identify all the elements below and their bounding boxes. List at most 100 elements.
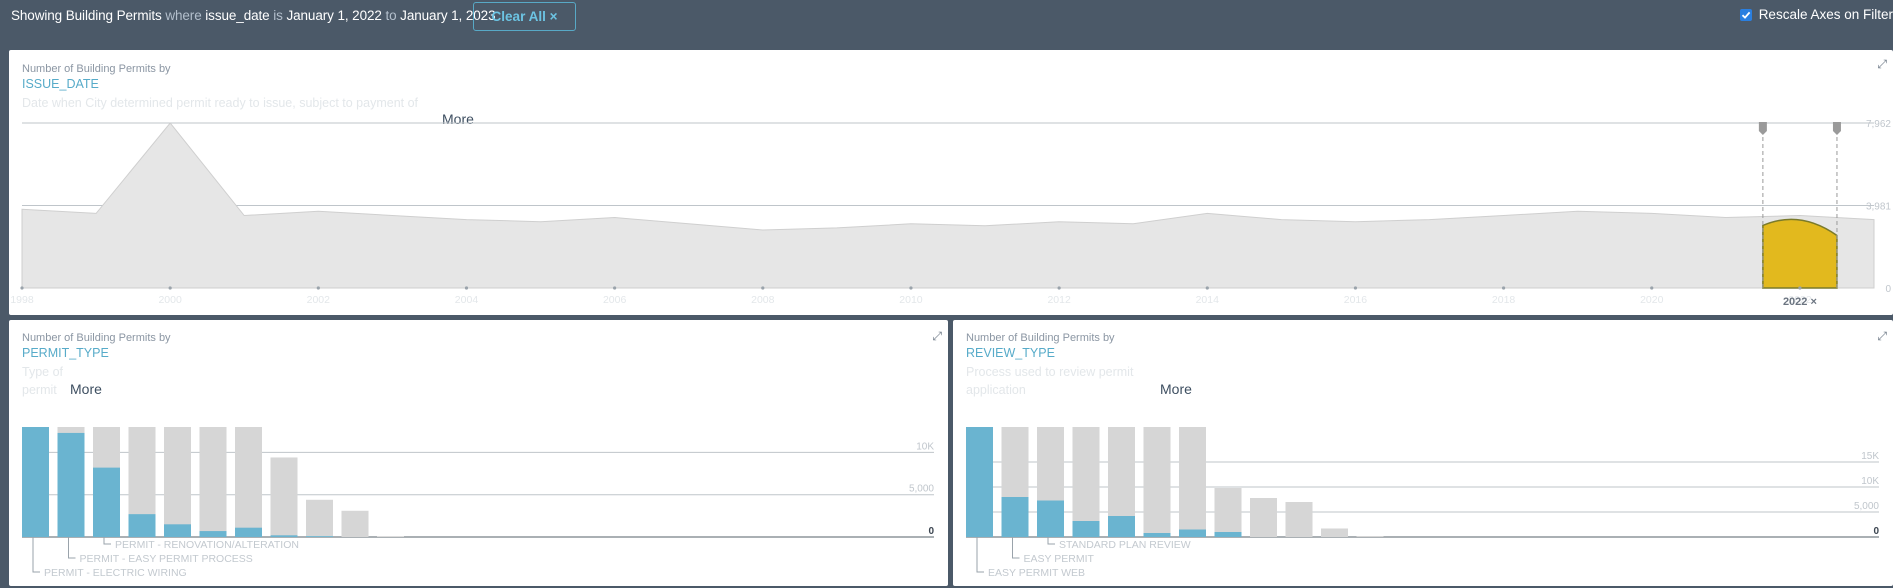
rescale-axes-label: Rescale Axes on Filter xyxy=(1758,7,1893,22)
x-tick-dot xyxy=(464,286,469,290)
category-leader-line xyxy=(1012,537,1020,559)
bar-filtered xyxy=(128,514,156,537)
bar-total xyxy=(270,457,298,537)
clear-all-button[interactable]: Clear All × xyxy=(473,2,576,31)
filter-field: issue_date xyxy=(205,8,270,23)
more-link[interactable]: More xyxy=(70,381,102,397)
category-leader-line xyxy=(976,537,984,573)
x-tick-label: 2022 xyxy=(1788,294,1812,306)
panel-description: Type of permit xyxy=(22,365,63,397)
y-tick-label: 10K xyxy=(1861,476,1879,487)
bar-total xyxy=(199,427,227,537)
x-tick-label: 2020 xyxy=(1640,294,1664,306)
y-tick-label: 10K xyxy=(916,441,934,452)
bar-total xyxy=(1143,427,1171,537)
bar-total xyxy=(1285,502,1313,537)
filter-range-start: January 1, 2022 xyxy=(286,8,382,23)
x-tick-label: 2004 xyxy=(455,294,479,306)
category-label: PERMIT - ELECTRIC WIRING xyxy=(44,567,187,579)
x-tick-dot xyxy=(613,286,617,290)
bar-total xyxy=(377,536,404,537)
x-tick-dot xyxy=(1798,286,1802,290)
y-tick-label: 0 xyxy=(1885,284,1891,295)
more-link[interactable]: More xyxy=(1160,381,1192,397)
y-tick-label: 3,981 xyxy=(1866,202,1891,213)
bar-filtered xyxy=(270,535,298,537)
bar-filtered xyxy=(22,427,49,537)
x-tick-dot xyxy=(761,286,765,290)
area-series xyxy=(21,122,1875,289)
x-tick-label: 2014 xyxy=(1196,294,1220,306)
permit-type-category-labels: PERMIT - ELECTRIC WIRING PERMIT - EASY PE… xyxy=(32,537,299,579)
panel-title[interactable]: ISSUE_DATE xyxy=(22,77,99,91)
bar-total xyxy=(1250,498,1277,537)
highlight-area xyxy=(1762,218,1838,289)
filter-where-word: where xyxy=(165,8,202,23)
y-tick-label: 7,962 xyxy=(1866,119,1891,130)
x-tick-dot xyxy=(168,286,172,290)
filter-prefix: Showing Building Permits xyxy=(11,8,162,23)
rescale-axes-checkbox[interactable] xyxy=(1739,8,1752,21)
category-leader-line xyxy=(1047,537,1055,545)
expand-icon[interactable]: ⤢ xyxy=(1877,329,1887,343)
category-leader-line xyxy=(32,537,40,573)
bar-filtered xyxy=(235,527,262,537)
category-label: PERMIT - EASY PERMIT PROCESS xyxy=(80,553,253,565)
permit-type-bar-chart[interactable]: 10K 5,000 0 xyxy=(9,412,948,568)
review-type-bar-chart[interactable]: 15K 10K 5,000 0 xyxy=(953,412,1893,568)
panel-description: Date when City determined permit ready t… xyxy=(22,96,419,110)
bar-filtered xyxy=(1214,532,1242,537)
category-label: PERMIT - RENOVATION/ALTERATION xyxy=(115,539,299,551)
x-tick-label: 2006 xyxy=(603,294,627,306)
x-tick-dot xyxy=(1205,286,1209,290)
filter-range-end: January 1, 2023 xyxy=(400,8,496,23)
x-tick-label: 2002 xyxy=(307,294,331,306)
bar-total xyxy=(1179,427,1206,537)
bar-filtered xyxy=(1143,533,1171,537)
bar-filtered xyxy=(57,432,85,537)
bar-filtered xyxy=(93,467,120,537)
x-tick-dot xyxy=(909,286,913,290)
panel-subtitle: Number of Building Permits by xyxy=(22,332,171,344)
y-tick-label: 5,000 xyxy=(909,484,934,495)
y-tick-label: 0 xyxy=(928,526,934,537)
x-tick-label: 2018 xyxy=(1492,294,1516,306)
bar-total xyxy=(1356,536,1384,537)
review-type-category-labels: EASY PERMIT WEB EASY PERMIT STANDARD PLAN … xyxy=(976,537,1191,579)
bar-filtered xyxy=(1001,497,1029,537)
bar-filtered xyxy=(1179,529,1206,537)
x-tick-dot xyxy=(1502,286,1506,290)
x-tick-label: 2010 xyxy=(899,294,923,306)
category-label: EASY PERMIT WEB xyxy=(988,567,1085,579)
filter-summary: Showing Building Permits where issue_dat… xyxy=(11,8,496,23)
bar-total xyxy=(1072,427,1100,537)
x-tick-label: 2012 xyxy=(1047,294,1071,306)
issue-date-area-chart[interactable]: 7,962 3,981 0 1998 2000 2002 2004 2006 2008 2010 2… xyxy=(9,100,1893,315)
bar-total xyxy=(235,427,262,537)
expand-icon[interactable]: ⤢ xyxy=(1877,57,1887,71)
category-label: EASY PERMIT xyxy=(1024,553,1095,565)
x-tick-dot xyxy=(1057,286,1061,290)
checkmark-icon xyxy=(1741,11,1750,19)
bar-filtered xyxy=(1072,521,1100,537)
y-tick-label: 15K xyxy=(1861,451,1879,462)
expand-icon[interactable]: ⤢ xyxy=(932,329,942,343)
bar-total xyxy=(1214,488,1242,537)
y-tick-label: 5,000 xyxy=(1854,501,1879,512)
x-tick-dot xyxy=(1353,286,1358,290)
bar-filtered xyxy=(164,524,191,537)
selected-year-label: 2022 × xyxy=(1783,296,1817,308)
bar-filtered xyxy=(1108,516,1135,537)
x-tick-dot xyxy=(316,286,320,290)
bar-total xyxy=(341,510,369,537)
panel-title[interactable]: PERMIT_TYPE xyxy=(22,346,109,360)
brush-right-handle xyxy=(1832,122,1841,135)
x-tick-label: 2016 xyxy=(1344,294,1368,306)
panel-description: Process used to review permit applicatio… xyxy=(966,365,1134,397)
bar-filtered xyxy=(966,427,993,537)
category-label: STANDARD PLAN REVIEW xyxy=(1059,539,1191,551)
bar-filtered xyxy=(306,536,333,537)
category-leader-line xyxy=(68,537,76,559)
panel-title[interactable]: REVIEW_TYPE xyxy=(966,346,1055,360)
rescale-axes-toggle[interactable]: Rescale Axes on Filter xyxy=(1739,7,1893,22)
